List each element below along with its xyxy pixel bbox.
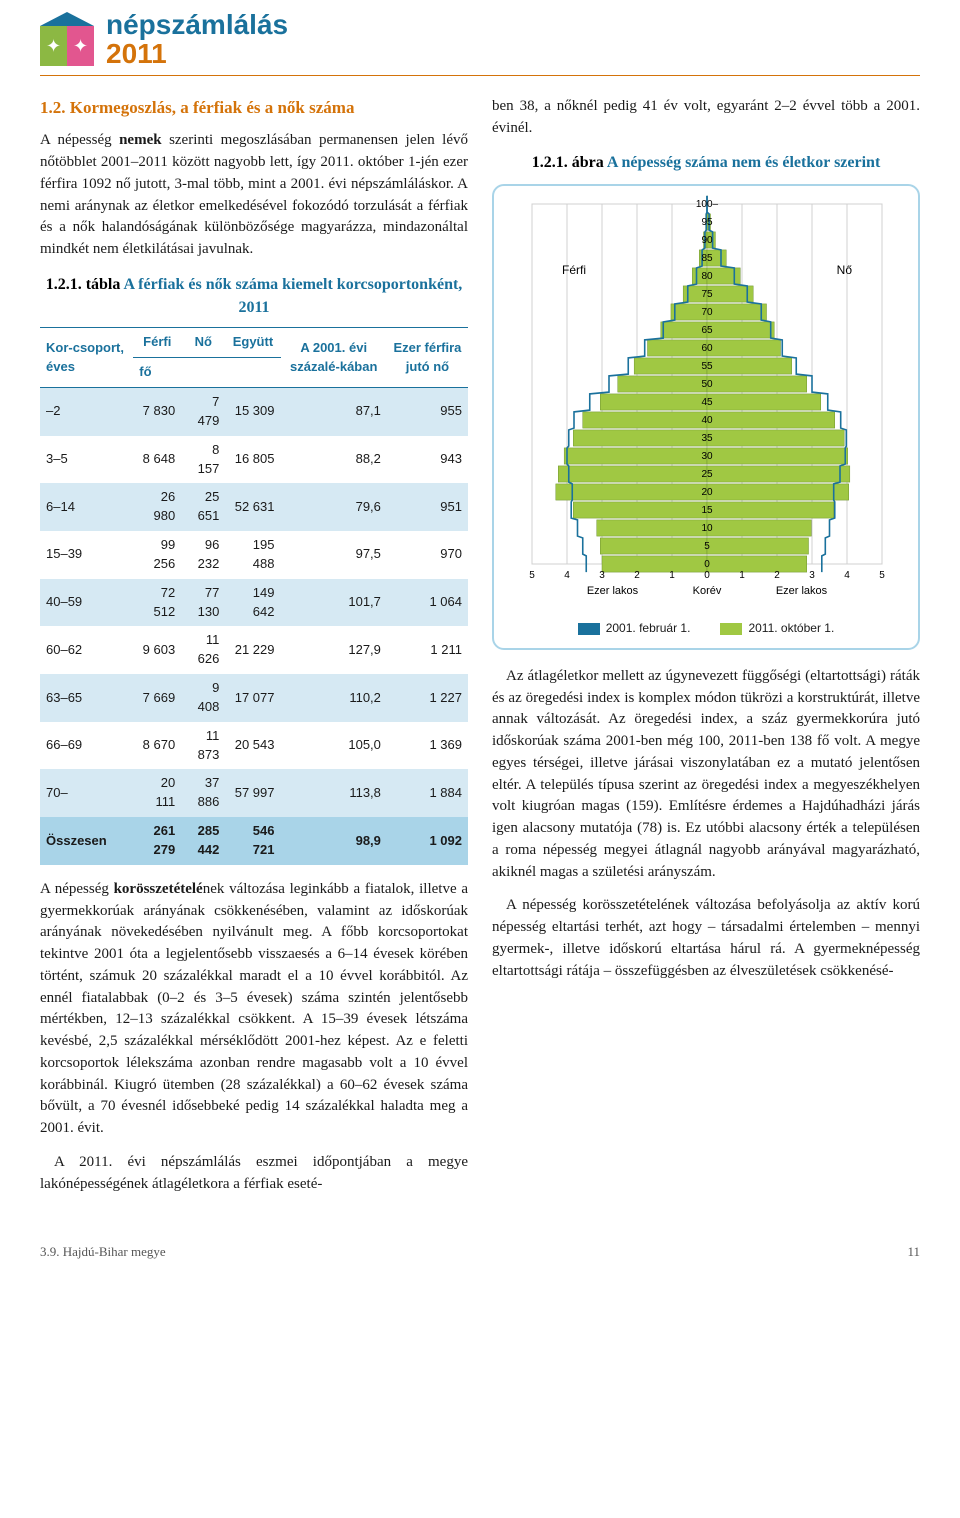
- table-row: 15–3999 25696 232195 48897,5970: [40, 531, 468, 579]
- pyramid-chart-box: 100–959085807570656055504540353025201510…: [492, 184, 920, 649]
- svg-text:80: 80: [701, 271, 713, 282]
- table-title: 1.2.1. tábla A férfiak és nők száma kiem…: [40, 273, 468, 319]
- svg-text:3: 3: [599, 570, 605, 581]
- th-2001: A 2001. évi százalé-kában: [281, 328, 387, 388]
- svg-text:4: 4: [564, 570, 570, 581]
- left-para2: A népesség korösszetételének változása l…: [40, 879, 468, 1140]
- svg-text:20: 20: [701, 487, 713, 498]
- table-row: 66–698 67011 87320 543105,01 369: [40, 722, 468, 770]
- svg-text:25: 25: [701, 469, 713, 480]
- table-total-row: Összesen261 279285 442546 72198,91 092: [40, 817, 468, 865]
- left-column: 1.2. Kormegoszlás, a férfiak és a nők sz…: [40, 96, 468, 1208]
- svg-text:15: 15: [701, 505, 713, 516]
- table-row: 6–1426 98025 65152 63179,6951: [40, 483, 468, 531]
- pyramid-chart: 100–959085807570656055504540353025201510…: [502, 194, 912, 614]
- th-ezer: Ezer férfira jutó nő: [387, 328, 468, 388]
- th-egyutt: Együtt: [225, 328, 280, 358]
- svg-text:35: 35: [701, 433, 713, 444]
- logo-text: népszámlálás 2011: [106, 10, 288, 69]
- svg-text:40: 40: [701, 415, 713, 426]
- legend-2011: 2011. október 1.: [720, 620, 834, 637]
- legend-2001: 2001. február 1.: [578, 620, 691, 637]
- section-title: 1.2. Kormegoszlás, a férfiak és a nők sz…: [40, 96, 468, 121]
- svg-text:5: 5: [704, 541, 710, 552]
- svg-text:3: 3: [809, 570, 815, 581]
- table-title-text: A férfiak és nők száma kiemelt korcsopor…: [124, 276, 463, 316]
- logo-line1: népszámlálás: [106, 9, 288, 40]
- table-row: –27 8307 47915 30987,1955: [40, 387, 468, 435]
- footer-right: 11: [907, 1243, 920, 1262]
- left-para3: A 2011. évi népszámlálás eszmei időpontj…: [40, 1152, 468, 1196]
- svg-text:85: 85: [701, 253, 713, 264]
- svg-text:30: 30: [701, 451, 713, 462]
- svg-text:1: 1: [739, 570, 745, 581]
- svg-text:Ezer lakos: Ezer lakos: [587, 585, 639, 597]
- table-row: 70–20 11137 88657 997113,81 884: [40, 769, 468, 817]
- logo-icon: ✦✦: [40, 12, 94, 66]
- right-para1: ben 38, a nőknél pedig 41 év volt, egyar…: [492, 96, 920, 140]
- svg-text:2: 2: [774, 570, 780, 581]
- svg-text:75: 75: [701, 289, 713, 300]
- page-header: ✦✦ népszámlálás 2011: [40, 0, 920, 76]
- svg-text:0: 0: [704, 559, 710, 570]
- right-para3: A népesség korösszetételének változása b…: [492, 895, 920, 982]
- svg-text:100–: 100–: [696, 199, 719, 210]
- svg-text:0: 0: [704, 570, 710, 581]
- logo-line2: 2011: [106, 39, 288, 68]
- right-para2: Az átlagéletkor mellett az úgynevezett f…: [492, 666, 920, 884]
- table-row: 3–58 6488 15716 80588,2943: [40, 436, 468, 484]
- svg-text:50: 50: [701, 379, 713, 390]
- svg-text:10: 10: [701, 523, 713, 534]
- page-footer: 3.9. Hajdú-Bihar megye 11: [40, 1237, 920, 1262]
- svg-text:70: 70: [701, 307, 713, 318]
- table-row: 63–657 6699 40817 077110,21 227: [40, 674, 468, 722]
- th-ferfi: Férfi: [133, 328, 181, 358]
- figure-title: 1.2.1. ábra A népesség száma nem és élet…: [492, 151, 920, 174]
- svg-text:55: 55: [701, 361, 713, 372]
- figure-title-num: 1.2.1. ábra: [532, 154, 604, 171]
- svg-text:5: 5: [879, 570, 885, 581]
- data-table: Kor-csoport, éves Férfi Nő Együtt A 2001…: [40, 327, 468, 865]
- footer-left: 3.9. Hajdú-Bihar megye: [40, 1243, 166, 1262]
- svg-text:1: 1: [669, 570, 675, 581]
- th-fo: fő: [133, 358, 280, 388]
- svg-text:5: 5: [529, 570, 535, 581]
- svg-text:65: 65: [701, 325, 713, 336]
- svg-text:45: 45: [701, 397, 713, 408]
- svg-text:4: 4: [844, 570, 850, 581]
- svg-text:Ezer lakos: Ezer lakos: [776, 585, 828, 597]
- svg-text:95: 95: [701, 217, 713, 228]
- figure-title-text: A népesség száma nem és életkor szerint: [607, 154, 880, 171]
- svg-text:Férfi: Férfi: [562, 263, 586, 277]
- table-title-num: 1.2.1. tábla: [46, 276, 121, 293]
- table-row: 60–629 60311 62621 229127,91 211: [40, 626, 468, 674]
- svg-text:90: 90: [701, 235, 713, 246]
- right-column: ben 38, a nőknél pedig 41 év volt, egyar…: [492, 96, 920, 1208]
- table-row: 40–5972 51277 130149 642101,71 064: [40, 579, 468, 627]
- svg-text:60: 60: [701, 343, 713, 354]
- svg-text:Korév: Korév: [693, 585, 722, 597]
- svg-text:2: 2: [634, 570, 640, 581]
- chart-legend: 2001. február 1. 2011. október 1.: [502, 620, 910, 637]
- left-para1: A népesség nemek szerinti megoszlásában …: [40, 130, 468, 261]
- th-no: Nő: [181, 328, 225, 358]
- th-kor: Kor-csoport, éves: [40, 328, 133, 388]
- svg-text:Nő: Nő: [837, 263, 853, 277]
